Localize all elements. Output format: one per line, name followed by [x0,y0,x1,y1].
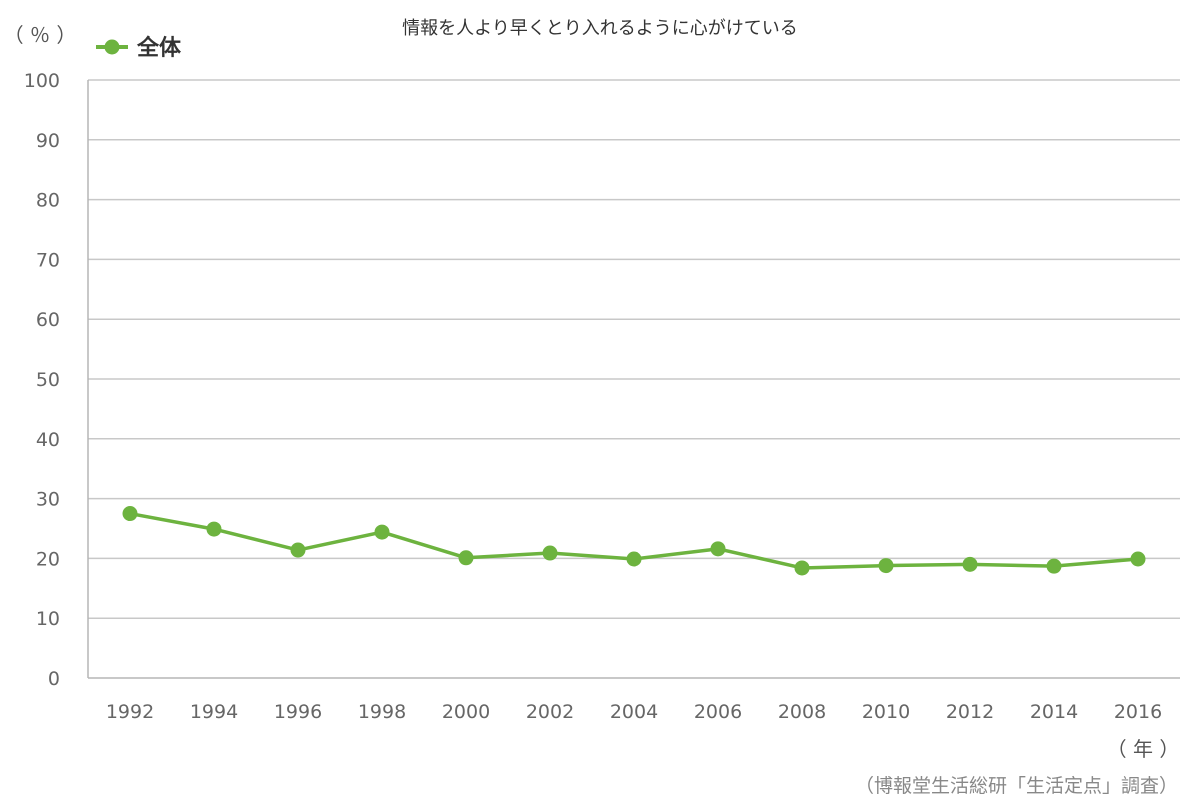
y-tick-label: 10 [36,608,60,630]
legend-dot-marker [104,39,120,55]
y-tick-label: 80 [36,190,60,212]
x-axis-unit-label: （ 年 ） [1107,737,1180,761]
axes: 0 10 20 30 40 50 60 70 80 90 100 1992 1994 1996 1998 20… [24,70,1180,723]
x-tick-label: 2000 [442,701,490,723]
data-point [962,556,978,572]
source-note: （博報堂生活総研「生活定点」調査） [855,775,1178,797]
data-point [122,506,138,522]
chart-title: 情報を人より早くとり入れるように心がけている [402,18,798,39]
x-tick-label: 1992 [106,701,154,723]
data-point [710,541,726,557]
x-tick-label: 2008 [778,701,826,723]
y-axis-unit-label: （ ％ ） [4,23,77,47]
y-tick-label: 20 [36,548,60,570]
grid-lines [88,79,1180,619]
data-point [206,521,222,537]
y-tick-label: 60 [36,309,60,331]
legend-label: 全体 [136,35,182,61]
x-tick-label: 2006 [694,701,742,723]
x-tick-label: 1998 [358,701,406,723]
data-point [290,542,306,558]
data-point [1046,558,1062,574]
x-tick-label: 2016 [1114,701,1162,723]
data-point [878,558,894,574]
x-tick-label: 2010 [862,701,910,723]
y-tick-label: 50 [36,369,60,391]
y-tick-label: 100 [24,70,60,92]
data-point [374,524,390,540]
series-layer [122,506,1146,576]
y-tick-label: 0 [48,668,60,690]
data-point [458,550,474,566]
y-tick-label: 70 [36,249,60,271]
x-tick-label: 2002 [526,701,574,723]
y-tick-label: 90 [36,130,60,152]
data-point [1130,551,1146,567]
data-point [542,545,558,561]
y-tick-label: 40 [36,429,60,451]
x-tick-label: 2004 [610,701,658,723]
x-tick-label: 2014 [1030,701,1078,723]
y-tick-label: 30 [36,489,60,511]
legend: 全体 [96,35,182,61]
x-tick-label: 2012 [946,701,994,723]
x-tick-label: 1994 [190,701,238,723]
data-point [794,560,810,576]
x-tick-label: 1996 [274,701,322,723]
data-point [626,551,642,567]
